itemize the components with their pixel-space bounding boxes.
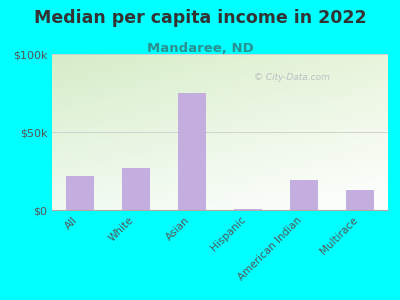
Text: Mandaree, ND: Mandaree, ND bbox=[147, 42, 253, 55]
Text: Median per capita income in 2022: Median per capita income in 2022 bbox=[34, 9, 366, 27]
Bar bbox=[234, 209, 262, 210]
Bar bbox=[122, 168, 150, 210]
Bar bbox=[290, 180, 318, 210]
Bar bbox=[178, 93, 206, 210]
Bar bbox=[346, 190, 374, 210]
Text: © City-Data.com: © City-Data.com bbox=[254, 73, 330, 82]
Bar bbox=[66, 176, 94, 210]
